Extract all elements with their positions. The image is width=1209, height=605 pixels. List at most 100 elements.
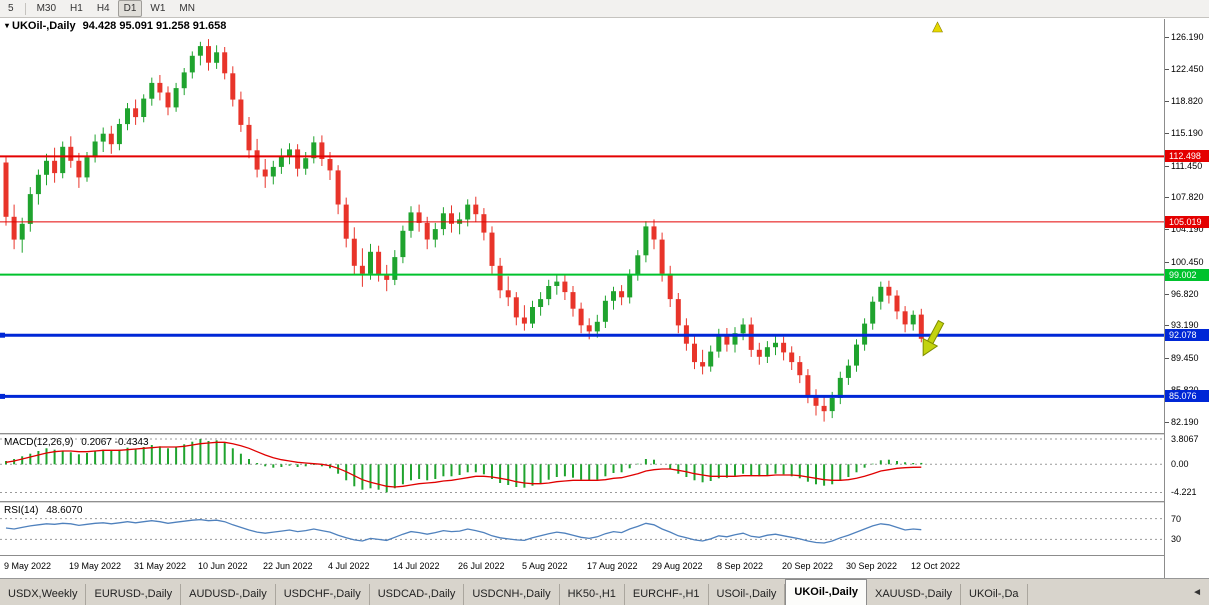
date-tick-label: 12 Oct 2022 bbox=[911, 561, 961, 571]
candle-body bbox=[44, 160, 49, 175]
tab-hk50-h1[interactable]: HK50-,H1 bbox=[560, 584, 625, 605]
pane-separator[interactable] bbox=[0, 433, 1164, 435]
tab-eurusd-daily[interactable]: EURUSD-,Daily bbox=[86, 584, 182, 605]
timeframe-button-m30[interactable]: M30 bbox=[36, 3, 57, 14]
up-arrow-marker[interactable] bbox=[932, 21, 943, 33]
tab-eurchf-h1[interactable]: EURCHF-,H1 bbox=[625, 584, 709, 605]
candle-body bbox=[821, 405, 827, 412]
tab-usoil-daily[interactable]: USOil-,Daily bbox=[709, 584, 786, 605]
down-arrow-annotation[interactable] bbox=[916, 318, 948, 359]
candle-body bbox=[52, 160, 58, 174]
date-tick-label: 14 Jul 2022 bbox=[393, 561, 440, 571]
timeframe-button-w1[interactable]: W1 bbox=[150, 3, 166, 14]
candle-body bbox=[521, 317, 527, 324]
axis-tick-mark bbox=[1165, 133, 1169, 134]
chart-symbol-label: UKOil-,Daily bbox=[12, 20, 76, 32]
candle-body bbox=[756, 349, 762, 357]
price-tick-label: 82.190 bbox=[1171, 417, 1199, 427]
tab-usdchf-daily[interactable]: USDCHF-,Daily bbox=[276, 584, 370, 605]
candle-body bbox=[602, 300, 608, 322]
candle-body bbox=[594, 321, 600, 332]
candle-body bbox=[206, 46, 211, 63]
tab-ukoil-daily[interactable]: UKOil-,Daily bbox=[785, 579, 867, 605]
candle-body bbox=[570, 292, 576, 309]
rsi-panel-canvas[interactable] bbox=[0, 503, 1164, 555]
timeframe-button-h4[interactable]: H4 bbox=[96, 3, 110, 14]
axis-tick-mark bbox=[1165, 197, 1169, 198]
candle-body bbox=[918, 314, 924, 339]
macd-tick-label: -4.221 bbox=[1171, 487, 1197, 497]
axis-tick-mark bbox=[1165, 166, 1169, 167]
macd-panel-canvas[interactable] bbox=[0, 435, 1164, 501]
pane-separator[interactable] bbox=[0, 501, 1164, 503]
price-tick-label: 100.450 bbox=[1171, 257, 1204, 267]
candle-body bbox=[311, 142, 317, 159]
candle-body bbox=[141, 98, 147, 117]
macd-name: MACD(12,26,9) bbox=[4, 437, 74, 448]
timeframe-button-d1[interactable]: D1 bbox=[117, 0, 143, 17]
candle-body bbox=[870, 301, 876, 324]
candle-body bbox=[335, 170, 341, 205]
candle-body bbox=[635, 255, 641, 275]
axis-tick-mark bbox=[1165, 325, 1169, 326]
candle-body bbox=[902, 311, 908, 325]
toolbar-separator bbox=[24, 2, 26, 15]
date-tick-label: 20 Sep 2022 bbox=[782, 561, 834, 571]
candle-body bbox=[76, 160, 82, 178]
candle-body bbox=[554, 281, 560, 286]
macd-indicator-label: MACD(12,26,9) 0.2067 -0.4343 bbox=[4, 437, 149, 448]
candle-body bbox=[246, 124, 252, 151]
candle-body bbox=[359, 265, 365, 274]
candle-body bbox=[278, 155, 284, 167]
candle-body bbox=[197, 46, 203, 56]
candle-body bbox=[659, 239, 665, 274]
candle-body bbox=[173, 88, 179, 108]
rsi-indicator-label: RSI(14) 48.6070 bbox=[4, 505, 82, 516]
candle-body bbox=[619, 291, 625, 298]
candle-body bbox=[497, 265, 503, 291]
tab-usdcad-daily[interactable]: USDCAD-,Daily bbox=[370, 584, 465, 605]
tab-scroll-left-button[interactable]: ◄ bbox=[1192, 587, 1202, 598]
line-drag-handle[interactable] bbox=[0, 393, 5, 399]
tab-audusd-daily[interactable]: AUDUSD-,Daily bbox=[181, 584, 276, 605]
candle-body bbox=[764, 347, 770, 357]
price-chart-canvas[interactable] bbox=[0, 19, 1164, 433]
line-drag-handle[interactable] bbox=[0, 332, 5, 338]
tab-usdx-weekly[interactable]: USDX,Weekly bbox=[0, 584, 87, 605]
candle-body bbox=[886, 286, 892, 296]
price-tick-label: 122.450 bbox=[1171, 64, 1204, 74]
price-axis[interactable]: 126.190 122.450 118.820 115.190 111.450 107.8… bbox=[1164, 19, 1209, 578]
timeframe-button-h1[interactable]: H1 bbox=[70, 3, 83, 14]
date-tick-label: 17 Aug 2022 bbox=[587, 561, 638, 571]
price-tick-label: 118.820 bbox=[1171, 96, 1203, 106]
candle-body bbox=[116, 124, 122, 145]
candle-body bbox=[181, 72, 187, 89]
candle-body bbox=[392, 257, 398, 280]
candle-body bbox=[449, 213, 454, 224]
candle-body bbox=[400, 230, 406, 258]
price-tick-label: 104.190 bbox=[1171, 224, 1204, 234]
timeframe-button-5[interactable]: 5 bbox=[8, 3, 14, 14]
date-tick-label: 29 Aug 2022 bbox=[652, 561, 703, 571]
candle-body bbox=[270, 166, 276, 177]
timeframe-button-mn[interactable]: MN bbox=[179, 3, 195, 14]
time-axis[interactable]: 9 May 2022 19 May 2022 31 May 2022 10 Jun 2… bbox=[0, 555, 1164, 579]
candle-body bbox=[878, 286, 884, 302]
chart-area: ▾ UKOil-,Daily 94.428 95.091 91.258 91.65… bbox=[0, 19, 1209, 579]
date-tick-label: 4 Jul 2022 bbox=[328, 561, 370, 571]
candle-body bbox=[538, 299, 544, 307]
candle-body bbox=[11, 216, 17, 240]
tab-xauusd-daily[interactable]: XAUUSD-,Daily bbox=[867, 584, 962, 605]
chart-ohlc-values: 94.428 95.091 91.258 91.658 bbox=[82, 20, 227, 32]
candle-body bbox=[416, 212, 422, 223]
candle-body bbox=[675, 299, 681, 326]
price-tick-label: 107.820 bbox=[1171, 192, 1204, 202]
candle-body bbox=[287, 149, 292, 156]
tab-usdcnh-daily[interactable]: USDCNH-,Daily bbox=[464, 584, 560, 605]
candle-body bbox=[530, 307, 535, 324]
candle-body bbox=[214, 52, 220, 63]
chart-tab-bar: USDX,Weekly EURUSD-,Daily AUDUSD-,Daily USD… bbox=[0, 578, 1209, 605]
collapse-triangle-icon[interactable]: ▾ bbox=[5, 21, 10, 30]
tab-ukoil-da[interactable]: UKOil-,Da bbox=[961, 584, 1028, 605]
price-tick-label: 93.190 bbox=[1171, 320, 1199, 330]
